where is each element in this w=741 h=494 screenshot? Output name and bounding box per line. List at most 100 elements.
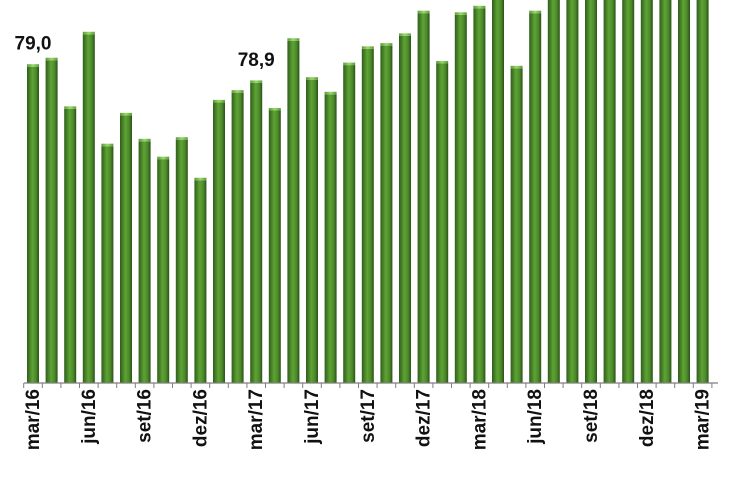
bar-value-label: 79,0 bbox=[15, 34, 52, 55]
x-tick-label: jun/16 bbox=[79, 389, 100, 445]
x-tick-label: set/17 bbox=[358, 389, 379, 443]
bar-cap bbox=[213, 99, 225, 103]
x-tick-label: mar/16 bbox=[23, 389, 44, 450]
bar-cap bbox=[138, 138, 151, 142]
x-tick-label: dez/16 bbox=[190, 389, 211, 447]
bar-abr-16 bbox=[45, 57, 58, 384]
x-ticks-group bbox=[23, 383, 713, 388]
bar-fev-19 bbox=[678, 0, 690, 384]
bar-jul-16 bbox=[101, 143, 114, 383]
x-tick-label: jun/17 bbox=[302, 389, 323, 445]
bar-fev-17 bbox=[231, 90, 244, 384]
x-tick-label: jun/18 bbox=[525, 389, 546, 445]
bar-body bbox=[659, 0, 672, 384]
x-tick-label: mar/18 bbox=[469, 389, 490, 450]
bar-cap bbox=[436, 60, 449, 64]
bar-body bbox=[64, 108, 77, 383]
bar-body bbox=[343, 65, 356, 383]
bar-body bbox=[268, 110, 281, 383]
bar-mar-18 bbox=[473, 5, 486, 384]
bar-cap bbox=[82, 31, 95, 35]
bar-cap bbox=[343, 62, 356, 66]
bar-cap bbox=[399, 33, 411, 36]
x-tick-label: dez/17 bbox=[414, 389, 435, 447]
bar-out-16 bbox=[157, 156, 170, 383]
bar-body bbox=[678, 0, 690, 384]
bar-body bbox=[157, 159, 170, 383]
bar-body bbox=[640, 0, 653, 384]
bar-body bbox=[585, 0, 597, 384]
bar-abr-17 bbox=[268, 108, 281, 383]
bar-cap bbox=[417, 10, 430, 14]
bar-body bbox=[27, 66, 39, 384]
bar-body bbox=[361, 48, 374, 383]
bar-body bbox=[231, 92, 244, 384]
bar-cap bbox=[306, 77, 318, 80]
bar-set-16 bbox=[138, 138, 151, 383]
bar-body bbox=[547, 0, 560, 383]
bar-body bbox=[529, 13, 542, 384]
bar-body bbox=[138, 141, 151, 383]
x-tick-label: mar/17 bbox=[246, 389, 267, 450]
bar-mar-19 bbox=[696, 0, 709, 384]
bar-cap bbox=[64, 106, 77, 109]
bar-body bbox=[566, 0, 579, 383]
bar-jun-18 bbox=[529, 10, 542, 384]
bar-cap bbox=[529, 10, 542, 14]
x-tick-label: set/16 bbox=[135, 389, 156, 443]
bar-body bbox=[603, 0, 616, 383]
bar-mar-17 bbox=[250, 80, 263, 384]
bar-dez-16 bbox=[194, 177, 207, 383]
bar-cap bbox=[157, 156, 170, 160]
bar-body bbox=[287, 40, 300, 384]
bar-jun-17 bbox=[306, 77, 318, 383]
x-tick-label: dez/18 bbox=[637, 389, 658, 447]
annotations-group: 79,078,980,681,2 bbox=[15, 34, 275, 71]
bar-cap bbox=[454, 12, 467, 15]
bar-body bbox=[120, 115, 132, 384]
bar-mai-17 bbox=[287, 38, 300, 384]
bar-cap bbox=[287, 38, 300, 41]
bar-cap bbox=[194, 177, 207, 181]
bar-cap bbox=[101, 143, 114, 147]
bar-nov-16 bbox=[175, 137, 188, 383]
bar-jul-17 bbox=[324, 91, 337, 383]
bars-group bbox=[27, 0, 709, 384]
bar-body bbox=[380, 45, 393, 384]
bar-cap bbox=[45, 57, 58, 61]
bar-body bbox=[417, 13, 430, 384]
bar-cap bbox=[27, 64, 39, 67]
bar-body bbox=[399, 35, 411, 383]
bar-body bbox=[175, 139, 188, 383]
bar-cap bbox=[268, 108, 281, 111]
bar-dez-18 bbox=[640, 0, 653, 384]
bar-cap bbox=[120, 112, 132, 116]
bar-ago-17 bbox=[343, 62, 356, 383]
bar-cap bbox=[175, 137, 188, 140]
bar-body bbox=[473, 8, 486, 384]
bar-body bbox=[622, 0, 635, 384]
bar-body bbox=[454, 14, 467, 383]
bar-ago-16 bbox=[120, 112, 132, 384]
bar-body bbox=[45, 60, 58, 384]
bar-jan-19 bbox=[659, 0, 672, 384]
bar-body bbox=[324, 94, 337, 383]
bar-mai-16 bbox=[64, 106, 77, 383]
bar-body bbox=[194, 180, 207, 383]
bar-out-17 bbox=[380, 43, 393, 384]
bar-value-label: 78,9 bbox=[238, 50, 275, 71]
bar-jan-18 bbox=[436, 60, 449, 383]
bar-dez-17 bbox=[417, 10, 430, 384]
bar-cap bbox=[250, 80, 263, 83]
bar-cap bbox=[473, 5, 486, 9]
bar-body bbox=[250, 82, 263, 384]
bar-body bbox=[492, 0, 504, 383]
bar-body bbox=[436, 63, 449, 383]
bar-fev-18 bbox=[454, 12, 467, 383]
bar-set-17 bbox=[361, 46, 374, 383]
bar-jun-16 bbox=[82, 31, 95, 384]
bar-jan-17 bbox=[213, 99, 225, 384]
x-tick-labels-group: mar/16 jun/16 set/16 dez/16 mar/17 jun/17 set/… bbox=[23, 389, 714, 450]
bar-set-18 bbox=[585, 0, 597, 384]
